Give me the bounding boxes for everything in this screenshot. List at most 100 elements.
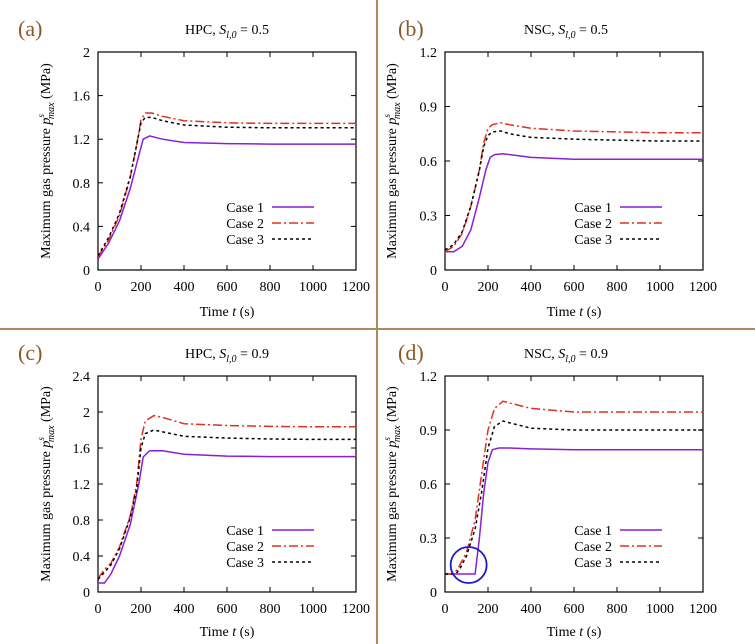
panel-divider-horizontal [0,328,755,330]
x-tick-label: 400 [521,280,542,295]
y-tick-label: 0 [83,264,90,279]
x-tick-label: 0 [442,602,449,617]
y-label-unit: (MPa) [39,63,54,103]
x-tick-label: 1200 [689,280,717,295]
x-tick-label: 800 [607,280,628,295]
x-tick-label: 800 [260,280,281,295]
y-axis-label: Maximum gas pressure psmax (MPa) [36,63,57,259]
x-label-text: Time [200,625,233,640]
y-tick-label: 0.6 [420,478,438,493]
chart-panel-d: (d) NSC, Sl,0 = 0.9 0 200 400 600 800 1000 1200 0… [382,340,717,640]
y-tick-label: 0.6 [420,155,438,170]
legend-label: Case 2 [226,217,264,232]
chart-title: HPC, Sl,0 = 0.9 [185,347,269,365]
panel-label: (c) [18,340,42,365]
y-tick-label: 1.6 [73,90,91,105]
x-label-text: Time [547,625,580,640]
title-value: = 0.5 [237,23,269,38]
y-tick-label: 1.2 [73,478,91,493]
x-axis-label: Time t (s) [547,625,602,640]
title-variable: S [219,347,226,362]
title-subscript: l,0 [565,354,575,365]
series-line-case-2 [98,414,356,579]
series-line-case-3 [445,420,703,575]
x-tick-label: 1200 [689,602,717,617]
chart-title: NSC, Sl,0 = 0.5 [524,23,608,41]
title-value: = 0.5 [576,23,608,38]
chart-panel-b: (b) NSC, Sl,0 = 0.5 0 200 400 600 800 1000 1200 0… [382,16,717,320]
x-tick-label: 400 [521,602,542,617]
legend-label: Case 2 [574,217,612,232]
panel-label: (a) [18,16,42,41]
chart-panel-a: (a) HPC, Sl,0 = 0.5 0 200 400 600 800 1000 1200 0… [18,16,370,320]
y-label-subscript: max [392,102,403,119]
y-label-variable: p [385,441,400,449]
y-label-subscript: max [46,425,57,442]
y-tick-label: 2.4 [73,370,91,385]
x-label-variable: t [579,305,584,320]
chart-title: HPC, Sl,0 = 0.5 [185,23,269,41]
x-tick-label: 800 [607,602,628,617]
y-tick-label: 0 [83,586,90,601]
title-text: NSC, [524,23,558,38]
y-tick-label: 2 [83,406,90,421]
series-line-case-3 [445,130,703,251]
y-label-unit: (MPa) [385,63,400,103]
y-label-text: Maximum gas pressure [385,448,400,582]
y-tick-label: 0.3 [420,532,438,547]
panel-label: (d) [398,340,424,365]
y-label-subscript: max [392,425,403,442]
legend-label: Case 3 [226,556,264,571]
series-line-case-3 [98,116,356,257]
panel-label: (b) [398,16,424,41]
series-line-case-1 [98,135,356,260]
series-line-case-2 [98,112,356,258]
x-label-text: Time [547,305,580,320]
series-line-case-2 [445,400,703,575]
series-line-case-2 [445,122,703,253]
x-tick-label: 600 [564,602,585,617]
y-label-superscript: s [382,114,392,118]
y-tick-label: 1.2 [73,133,91,148]
title-variable: S [558,23,565,38]
y-tick-label: 0.4 [73,550,91,565]
x-tick-label: 200 [478,280,499,295]
y-tick-label: 0 [430,264,437,279]
y-axis-label: Maximum gas pressure psmax (MPa) [36,386,57,582]
x-label-variable: t [232,305,237,320]
x-tick-label: 200 [478,602,499,617]
y-tick-label: 0.4 [73,220,91,235]
title-subscript: l,0 [226,354,236,365]
title-value: = 0.9 [237,347,269,362]
x-tick-label: 400 [174,602,195,617]
chart-panel-c: (c) HPC, Sl,0 = 0.9 0 200 400 600 800 1000 1200 0… [18,340,370,640]
y-axis-label: Maximum gas pressure psmax (MPa) [382,63,403,259]
y-tick-label: 1.2 [420,46,438,61]
x-tick-label: 400 [174,280,195,295]
y-label-text: Maximum gas pressure [39,448,54,582]
legend-label: Case 1 [574,201,612,216]
highlight-circle [449,546,488,584]
x-label-unit: (s) [236,305,255,320]
y-tick-label: 0 [430,586,437,601]
panel-divider-vertical [376,0,378,644]
title-value: = 0.9 [576,347,608,362]
title-variable: S [558,347,565,362]
legend-label: Case 1 [226,524,264,539]
y-tick-label: 0.3 [420,210,438,225]
series-line-case-1 [98,449,356,584]
x-tick-label: 0 [95,602,102,617]
legend-label: Case 1 [226,201,264,216]
legend-label: Case 1 [574,524,612,539]
x-tick-label: 1000 [646,280,674,295]
x-tick-label: 0 [95,280,102,295]
title-text: HPC, [185,23,219,38]
x-label-variable: t [579,625,584,640]
x-tick-label: 200 [131,280,152,295]
title-subscript: l,0 [565,30,575,41]
y-label-variable: p [385,118,400,126]
y-tick-label: 1.6 [73,442,91,457]
title-text: HPC, [185,347,219,362]
y-label-text: Maximum gas pressure [39,125,54,259]
series-line-case-3 [98,429,356,580]
